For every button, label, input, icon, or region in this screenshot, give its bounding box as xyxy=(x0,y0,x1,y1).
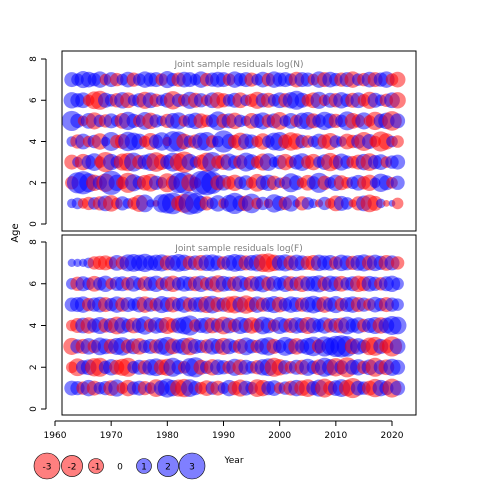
y-tick-label-2-6: 6 xyxy=(29,281,39,287)
legend-label-0: 0 xyxy=(117,463,123,473)
x-tick-label-2000: 2000 xyxy=(268,431,291,441)
bubble-age5-2021 xyxy=(391,298,404,311)
panel-1: Joint sample residuals log(N) xyxy=(61,50,417,232)
legend-label--2: -2 xyxy=(68,463,77,473)
legend-bubble-2 xyxy=(157,455,179,477)
y-tick-label-2-2: 2 xyxy=(29,364,39,370)
legend-bubble--3 xyxy=(33,452,61,480)
axes-layer: 0 2 4 6 8 0 2 4 6 8 1960 1970 1980 1990 2000 2010 2020 xyxy=(29,56,404,441)
bubble-age7-1963 xyxy=(67,258,76,268)
y-axis-2: 0 2 4 6 8 xyxy=(29,239,47,412)
bubble-age1-2002 xyxy=(282,195,300,212)
bubble-age5-2021 xyxy=(390,113,406,129)
legend-label-2: 2 xyxy=(165,463,171,473)
y-tick-label-2-4: 4 xyxy=(29,322,39,328)
y-tick-label-1-8: 8 xyxy=(29,56,39,62)
legend-label-1: 1 xyxy=(141,463,147,473)
panel-frame-1 xyxy=(61,50,417,232)
legend-bubble--1 xyxy=(88,458,104,474)
bubble-age4-2021 xyxy=(391,135,404,148)
x-axis-label: Year xyxy=(223,456,243,466)
y-axis-1: 0 2 4 6 8 xyxy=(29,56,47,227)
x-tick-label-2010: 2010 xyxy=(324,431,347,441)
bubble-age4-2021 xyxy=(388,316,407,335)
x-tick-label-1960: 1960 xyxy=(44,431,67,441)
x-tick-label-2020: 2020 xyxy=(381,431,404,441)
bubble-age7-2021 xyxy=(390,256,405,270)
legend-label-3: 3 xyxy=(189,463,195,473)
panel-title-2: Joint sample residuals log(F) xyxy=(174,244,302,254)
panel-2: Joint sample residuals log(F) xyxy=(61,234,417,416)
y-tick-label-1-4: 4 xyxy=(29,138,39,144)
bubble-age1-2018 xyxy=(376,198,386,209)
panels-layer: Joint sample residuals log(N) Joint sampl… xyxy=(61,50,417,416)
y-tick-label-2-8: 8 xyxy=(29,239,39,245)
x-tick-label-1990: 1990 xyxy=(212,431,235,441)
legend-bubble-1 xyxy=(136,458,152,474)
bubble-age3-2021 xyxy=(389,338,406,355)
bubble-age7-2021 xyxy=(389,71,406,88)
x-axis: 1960 1970 1980 1990 2000 2010 2020 xyxy=(44,420,404,441)
bubble-age3-2021 xyxy=(390,154,406,170)
bubble-age1-1977 xyxy=(146,199,155,208)
legend-bubble-3 xyxy=(178,452,206,480)
y-tick-label-2-0: 0 xyxy=(29,406,39,412)
bubble-age1-2019 xyxy=(383,200,390,207)
x-tick-label-1980: 1980 xyxy=(156,431,179,441)
legend-label--1: -1 xyxy=(92,463,101,473)
bubble-age6-2021 xyxy=(391,277,404,291)
legend-label--3: -3 xyxy=(43,463,52,473)
bubble-age1-2021 xyxy=(390,380,406,396)
bubble-age6-2021 xyxy=(389,92,406,109)
bubble-age1-1976 xyxy=(136,194,154,213)
y-tick-label-1-6: 6 xyxy=(29,97,39,103)
y-tick-label-1-0: 0 xyxy=(29,221,39,227)
legend-bubble--2 xyxy=(61,455,83,477)
bubble-age2-2021 xyxy=(390,359,406,375)
x-tick-label-1970: 1970 xyxy=(100,431,123,441)
legend: -3 -2 -1 0 1 2 3 xyxy=(33,452,206,480)
y-axis-label: Age xyxy=(10,223,21,242)
panel-title-1: Joint sample residuals log(N) xyxy=(173,60,303,70)
panel-frame-2 xyxy=(61,234,417,416)
bubble-age2-2021 xyxy=(390,175,405,190)
y-tick-label-1-2: 2 xyxy=(29,180,39,186)
bubble-age1-2021 xyxy=(391,197,404,210)
